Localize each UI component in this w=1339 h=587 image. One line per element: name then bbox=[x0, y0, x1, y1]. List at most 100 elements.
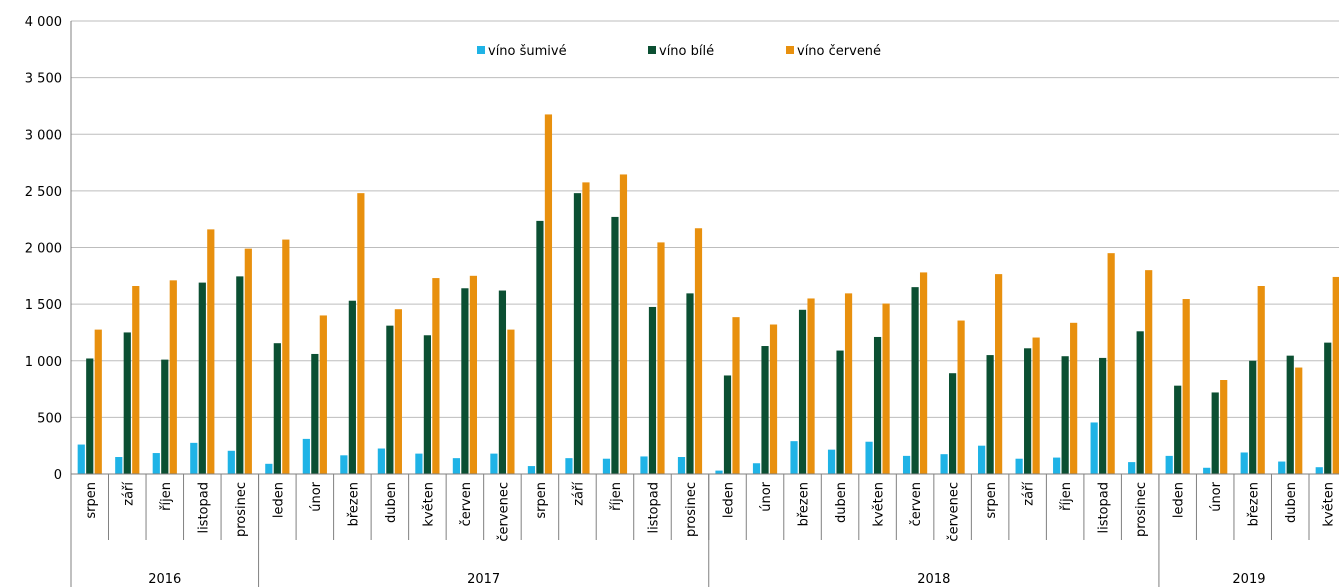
category-label: srpen bbox=[84, 482, 99, 519]
bar bbox=[207, 229, 215, 474]
bar bbox=[752, 463, 761, 474]
y-tick-label: 1 000 bbox=[25, 355, 62, 370]
bar bbox=[244, 248, 252, 474]
bar bbox=[769, 324, 778, 474]
legend-label: víno červené bbox=[797, 44, 881, 59]
bar bbox=[911, 287, 919, 474]
bar bbox=[836, 350, 844, 474]
bar bbox=[1182, 299, 1190, 474]
bar bbox=[469, 275, 478, 474]
bar bbox=[198, 282, 206, 474]
bar bbox=[311, 353, 319, 474]
legend-label: víno šumivé bbox=[488, 44, 567, 59]
bar bbox=[686, 293, 694, 474]
category-label: červenec bbox=[947, 482, 962, 542]
category-label: únor bbox=[759, 481, 774, 511]
bar bbox=[640, 456, 648, 474]
bar bbox=[677, 457, 686, 474]
bar bbox=[394, 309, 402, 474]
bar bbox=[1015, 458, 1023, 474]
bar bbox=[732, 317, 740, 474]
year-label: 2016 bbox=[148, 572, 181, 587]
bar bbox=[86, 358, 94, 474]
bar bbox=[507, 329, 515, 474]
bar bbox=[340, 455, 348, 474]
legend-swatch bbox=[648, 46, 656, 54]
category-label: duben bbox=[1284, 482, 1299, 523]
bar bbox=[490, 453, 498, 474]
category-label: září bbox=[1022, 482, 1037, 506]
bar bbox=[348, 300, 356, 474]
category-label: prosinec bbox=[1134, 482, 1149, 537]
bar bbox=[1136, 331, 1144, 474]
bar bbox=[1090, 422, 1098, 474]
bar bbox=[169, 280, 177, 474]
category-label: listopad bbox=[196, 482, 211, 534]
bar bbox=[432, 278, 440, 474]
bar bbox=[1249, 360, 1257, 474]
bar bbox=[132, 286, 140, 474]
category-label: červen bbox=[459, 482, 474, 526]
category-label: březen bbox=[1247, 482, 1262, 526]
legend-swatch bbox=[786, 46, 794, 54]
category-label: květen bbox=[1322, 482, 1337, 527]
bar bbox=[602, 458, 611, 474]
bar bbox=[236, 276, 244, 474]
bar bbox=[94, 329, 102, 474]
bar bbox=[1070, 322, 1078, 474]
category-label: únor bbox=[1209, 481, 1224, 511]
y-tick-label: 2 500 bbox=[25, 185, 62, 200]
bar bbox=[827, 449, 836, 474]
bar bbox=[648, 306, 657, 474]
bar bbox=[1024, 348, 1032, 474]
bar bbox=[527, 466, 536, 474]
bar bbox=[77, 444, 85, 474]
bar bbox=[1324, 342, 1332, 474]
category-label: leden bbox=[1172, 482, 1187, 518]
bars bbox=[77, 114, 1339, 475]
category-label: duben bbox=[384, 482, 399, 523]
bar bbox=[190, 442, 198, 474]
bar bbox=[873, 336, 882, 474]
category-label: březen bbox=[346, 482, 361, 526]
category-label: květen bbox=[421, 482, 436, 527]
bar bbox=[1128, 462, 1136, 474]
bar bbox=[377, 448, 385, 474]
year-label: 2018 bbox=[917, 572, 950, 587]
category-label: říjen bbox=[159, 482, 174, 511]
category-label: srpen bbox=[984, 482, 999, 519]
bar bbox=[1174, 385, 1182, 474]
category-label: duben bbox=[834, 482, 849, 523]
category-label: říjen bbox=[609, 482, 624, 511]
category-label: září bbox=[571, 482, 586, 506]
category-label: září bbox=[121, 482, 136, 506]
y-tick-label: 0 bbox=[54, 468, 62, 483]
bar bbox=[1203, 467, 1211, 474]
bar bbox=[282, 239, 290, 474]
legend: víno šumivé víno bílé víno červené bbox=[477, 44, 881, 59]
bar bbox=[619, 174, 628, 475]
category-label: listopad bbox=[1097, 482, 1112, 534]
bar bbox=[882, 303, 890, 474]
year-label: 2017 bbox=[467, 572, 500, 587]
bar bbox=[978, 445, 986, 474]
bar bbox=[1107, 253, 1115, 474]
bar bbox=[807, 298, 815, 474]
bar bbox=[123, 332, 131, 474]
x-axis: srpen září říjen listopad prosinec leden únor b… bbox=[70, 473, 1339, 587]
y-tick-label: 3 000 bbox=[25, 128, 62, 143]
bar bbox=[940, 454, 948, 474]
bar bbox=[573, 193, 582, 474]
bar bbox=[1053, 457, 1061, 474]
category-label: leden bbox=[271, 482, 286, 518]
bar bbox=[986, 355, 994, 474]
category-label: červenec bbox=[496, 482, 511, 542]
bar bbox=[152, 453, 160, 474]
bar bbox=[844, 293, 853, 474]
bar bbox=[948, 373, 957, 474]
bar bbox=[1332, 276, 1339, 474]
y-tick-label: 3 500 bbox=[25, 72, 62, 87]
bar bbox=[115, 457, 123, 474]
bar bbox=[1220, 380, 1228, 474]
